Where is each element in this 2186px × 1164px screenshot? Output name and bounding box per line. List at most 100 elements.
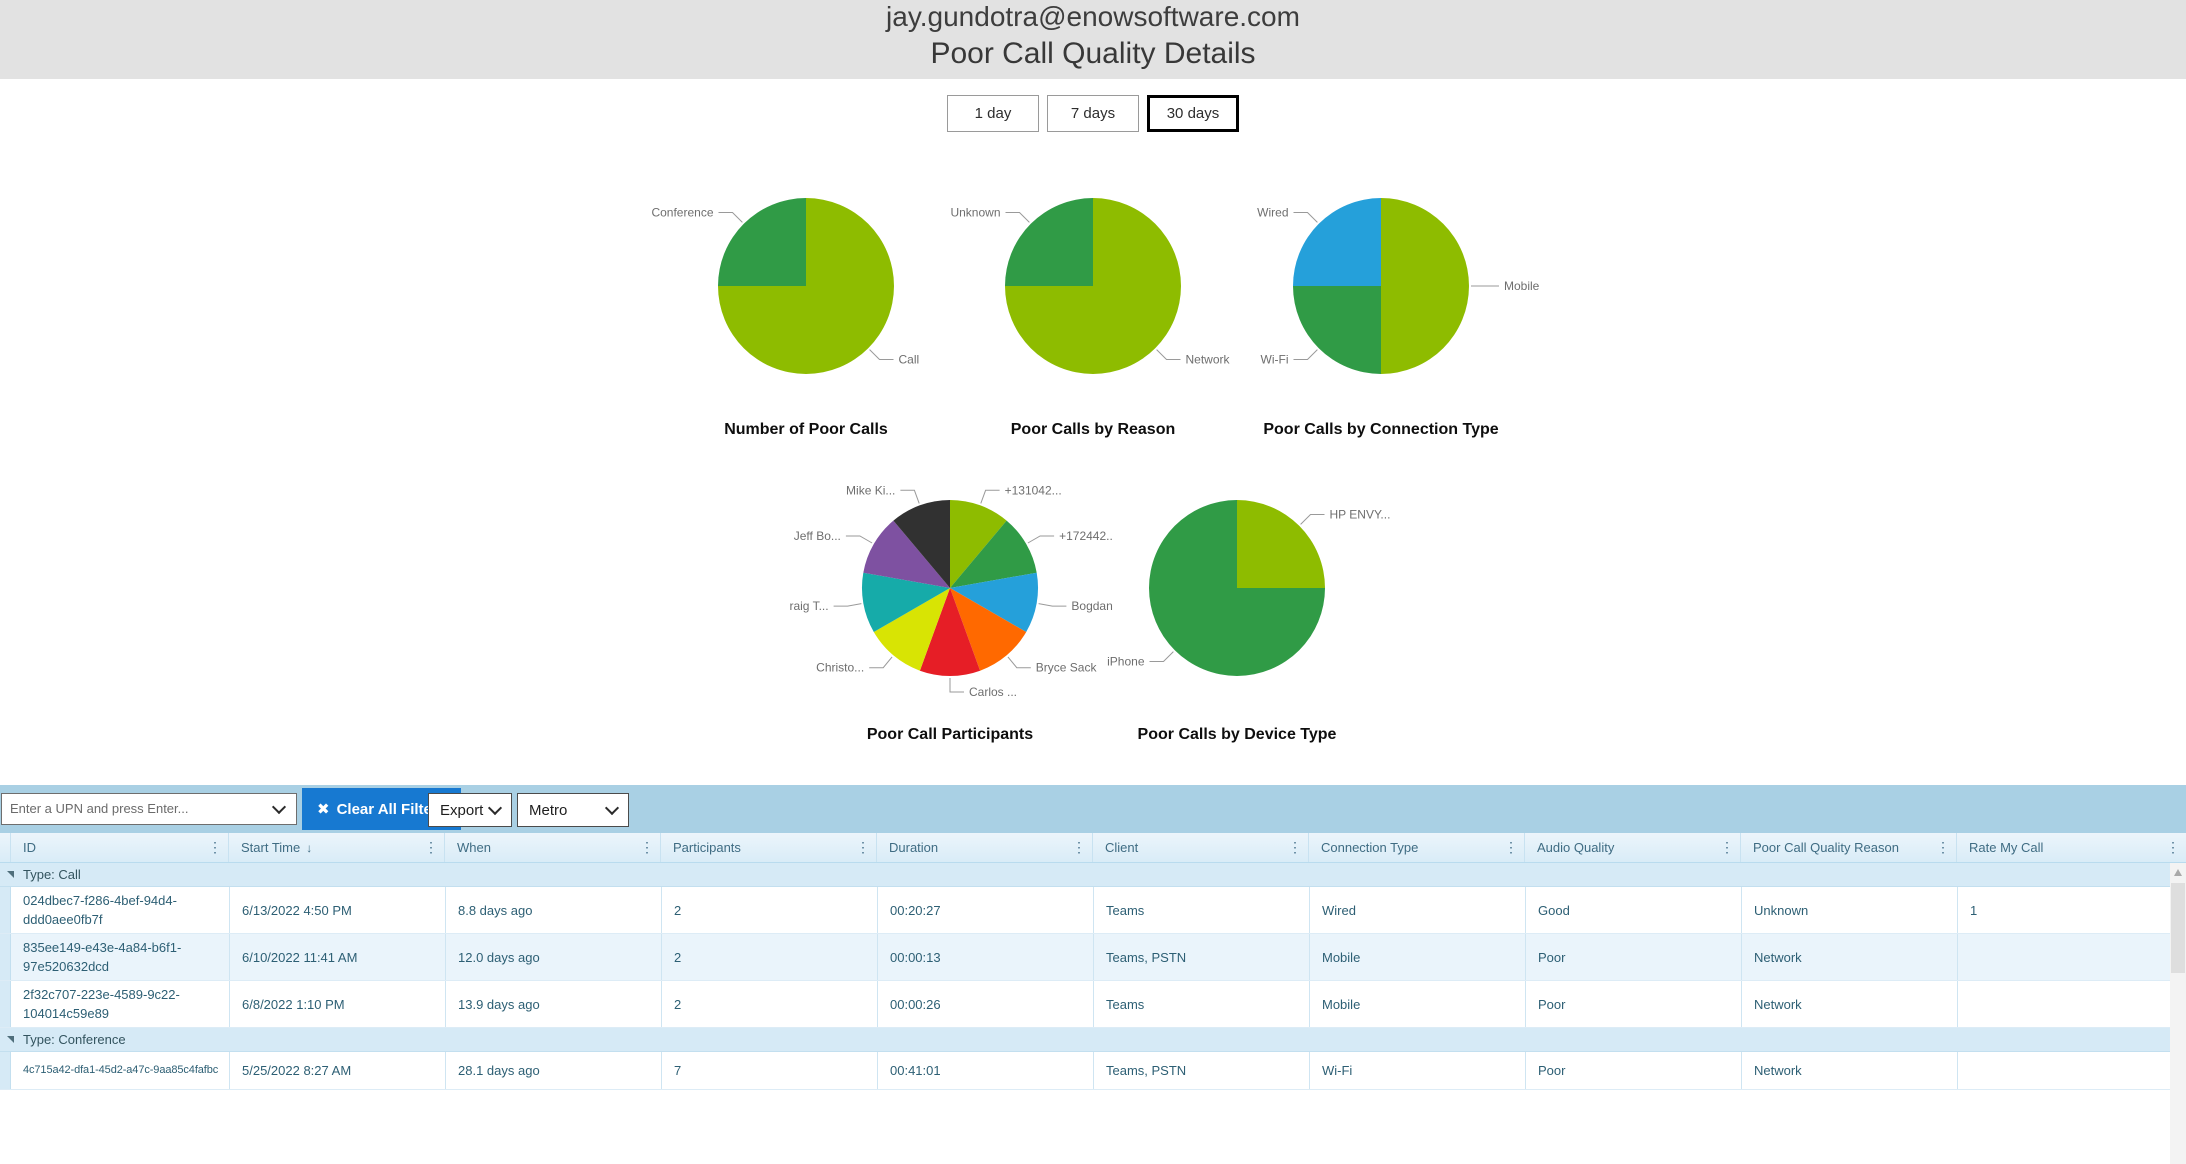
group-row-type-call: Type: Call [0,863,2172,887]
upn-input[interactable] [2,794,268,822]
pie-slice-unknown[interactable] [1005,198,1093,286]
pie-slice-conference[interactable] [718,198,806,286]
group-collapse-icon[interactable] [7,1036,14,1043]
grid-header: ID ⋮ Start Time ↓ ⋮ When ⋮ Participants ⋮ Duratio… [0,833,2186,863]
cell-audio-quality: Poor [1525,934,1741,980]
pie-slice-iphone[interactable] [1149,500,1325,676]
chart-title-poor-calls-by-reason: Poor Calls by Reason [1010,421,1176,438]
cell-participants: 2 [661,934,877,980]
scroll-up-arrow-icon[interactable] [2174,869,2182,876]
column-header-start-time[interactable]: Start Time ↓ ⋮ [228,833,444,862]
chart-title-poor-calls-by-connection-type: Poor Calls by Connection Type [1263,421,1499,438]
vertical-scrollbar[interactable] [2170,863,2186,1164]
column-header-duration[interactable]: Duration ⋮ [876,833,1092,862]
pie-slice-carlos[interactable] [919,588,981,677]
column-header-poor-call-quality-reason[interactable]: Poor Call Quality Reason ⋮ [1740,833,1956,862]
cell-audio-quality: Good [1525,887,1741,933]
export-dropdown[interactable]: Export [428,793,512,827]
cell-poor-call-quality-reason: Network [1741,981,1957,1027]
chart-title-poor-calls-by-device-type: Poor Calls by Device Type [1137,726,1337,743]
cell-poor-call-quality-reason: Network [1741,934,1957,980]
table-row[interactable]: 024dbec7-f286-4bef-94d4-ddd0aee0fb7f 6/13… [0,887,2172,934]
theme-dropdown[interactable]: Metro [517,793,629,827]
cell-id: 024dbec7-f286-4bef-94d4-ddd0aee0fb7f [23,893,177,927]
pie-slice-label-hp-envy: HP ENVY... [1330,508,1391,522]
pie-slice-label-christo: Christo... [816,661,864,675]
pie-slice-label-wi-fi: Wi-Fi [1261,353,1289,367]
pie-slice-jeff-bo[interactable] [863,520,950,588]
column-label: Rate My Call [1969,840,2044,855]
cell-duration: 00:00:13 [877,934,1093,980]
column-menu-icon[interactable]: ⋮ [1288,839,1302,855]
column-label: Audio Quality [1537,840,1615,855]
pie-slice-172442[interactable] [950,520,1037,588]
column-menu-icon[interactable]: ⋮ [1504,839,1518,855]
export-label: Export [440,801,484,819]
cell-when: 28.1 days ago [445,1052,661,1089]
range-button-1-day[interactable]: 1 day [947,95,1039,132]
cell-start-time: 6/8/2022 1:10 PM [229,981,445,1027]
pie-slice-mike-ki[interactable] [893,500,950,588]
column-menu-icon[interactable]: ⋮ [640,839,654,855]
group-row-type-conference: Type: Conference [0,1028,2172,1052]
pie-slice-label-172442: +172442.. [1059,529,1113,543]
column-header-connection-type[interactable]: Connection Type ⋮ [1308,833,1524,862]
group-indent-cell [0,981,11,1027]
pie-slice-christo[interactable] [873,588,950,671]
cell-duration: 00:41:01 [877,1052,1093,1089]
group-collapse-icon[interactable] [7,871,14,878]
pie-slice-raig-t[interactable] [861,572,950,632]
cell-participants: 7 [661,1052,877,1089]
pie-label-leader-line [1293,349,1318,360]
pie-label-leader-line [869,656,893,669]
pie-slice-label-unknown: Unknown [950,206,1000,220]
cell-start-time: 5/25/2022 8:27 AM [229,1052,445,1089]
pie-slice-label-conference: Conference [651,206,713,220]
pie-slice-131042[interactable] [950,500,1007,588]
column-menu-icon[interactable]: ⋮ [856,839,870,855]
column-menu-icon[interactable]: ⋮ [1720,839,1734,855]
pie-chart-poor-call-participants: +131042... +172442.. Bogdan Bryce Sack Carlo… [789,483,1113,699]
column-menu-icon[interactable]: ⋮ [208,839,222,855]
column-header-audio-quality[interactable]: Audio Quality ⋮ [1524,833,1740,862]
group-indent-header-cell [0,833,10,862]
theme-selected-value: Metro [529,801,568,819]
column-header-client[interactable]: Client ⋮ [1092,833,1308,862]
table-row[interactable]: 835ee149-e43e-4a84-b6f1-97e520632dcd 6/10… [0,934,2172,981]
range-button-7-days[interactable]: 7 days [1047,95,1139,132]
column-header-rate-my-call[interactable]: Rate My Call ⋮ [1956,833,2186,862]
upn-dropdown-button[interactable] [262,794,296,824]
pie-slice-wi-fi[interactable] [1293,286,1381,374]
pie-slice-bryce-sack[interactable] [950,588,1027,671]
pie-slice-bogdan[interactable] [950,572,1039,632]
column-menu-icon[interactable]: ⋮ [2166,839,2180,855]
table-row[interactable]: 4c715a42-dfa1-45d2-a47c-9aa85c4fafbc 5/25… [0,1052,2172,1090]
cell-when: 12.0 days ago [445,934,661,980]
cell-rate-my-call [1957,934,2173,980]
pie-label-leader-line [1156,349,1181,360]
upn-combobox [1,793,297,825]
pie-slice-mobile[interactable] [1381,198,1469,374]
pie-slice-label-131042: +131042... [1005,483,1062,497]
column-menu-icon[interactable]: ⋮ [424,839,438,855]
pie-slice-hp-envy[interactable] [1237,500,1325,588]
table-row[interactable]: 2f32c707-223e-4589-9c22-104014c59e89 6/8/… [0,981,2172,1028]
pie-slice-wired[interactable] [1293,198,1381,286]
column-header-id[interactable]: ID ⋮ [10,833,228,862]
column-header-when[interactable]: When ⋮ [444,833,660,862]
column-header-participants[interactable]: Participants ⋮ [660,833,876,862]
column-menu-icon[interactable]: ⋮ [1072,839,1086,855]
cell-connection-type: Wired [1309,887,1525,933]
column-label: Participants [673,840,741,855]
cell-participants: 2 [661,887,877,933]
cell-connection-type: Mobile [1309,981,1525,1027]
column-menu-icon[interactable]: ⋮ [1936,839,1950,855]
pie-slice-label-jeff-bo: Jeff Bo... [794,529,841,543]
range-button-30-days[interactable]: 30 days [1147,95,1239,132]
grid-body: Type: Call 024dbec7-f286-4bef-94d4-ddd0ae… [0,863,2172,1090]
chart-title-number-of-poor-calls: Number of Poor Calls [724,421,888,438]
pie-label-leader-line [1300,514,1325,525]
scrollbar-thumb[interactable] [2171,883,2185,973]
pie-slice-label-call: Call [899,353,920,367]
